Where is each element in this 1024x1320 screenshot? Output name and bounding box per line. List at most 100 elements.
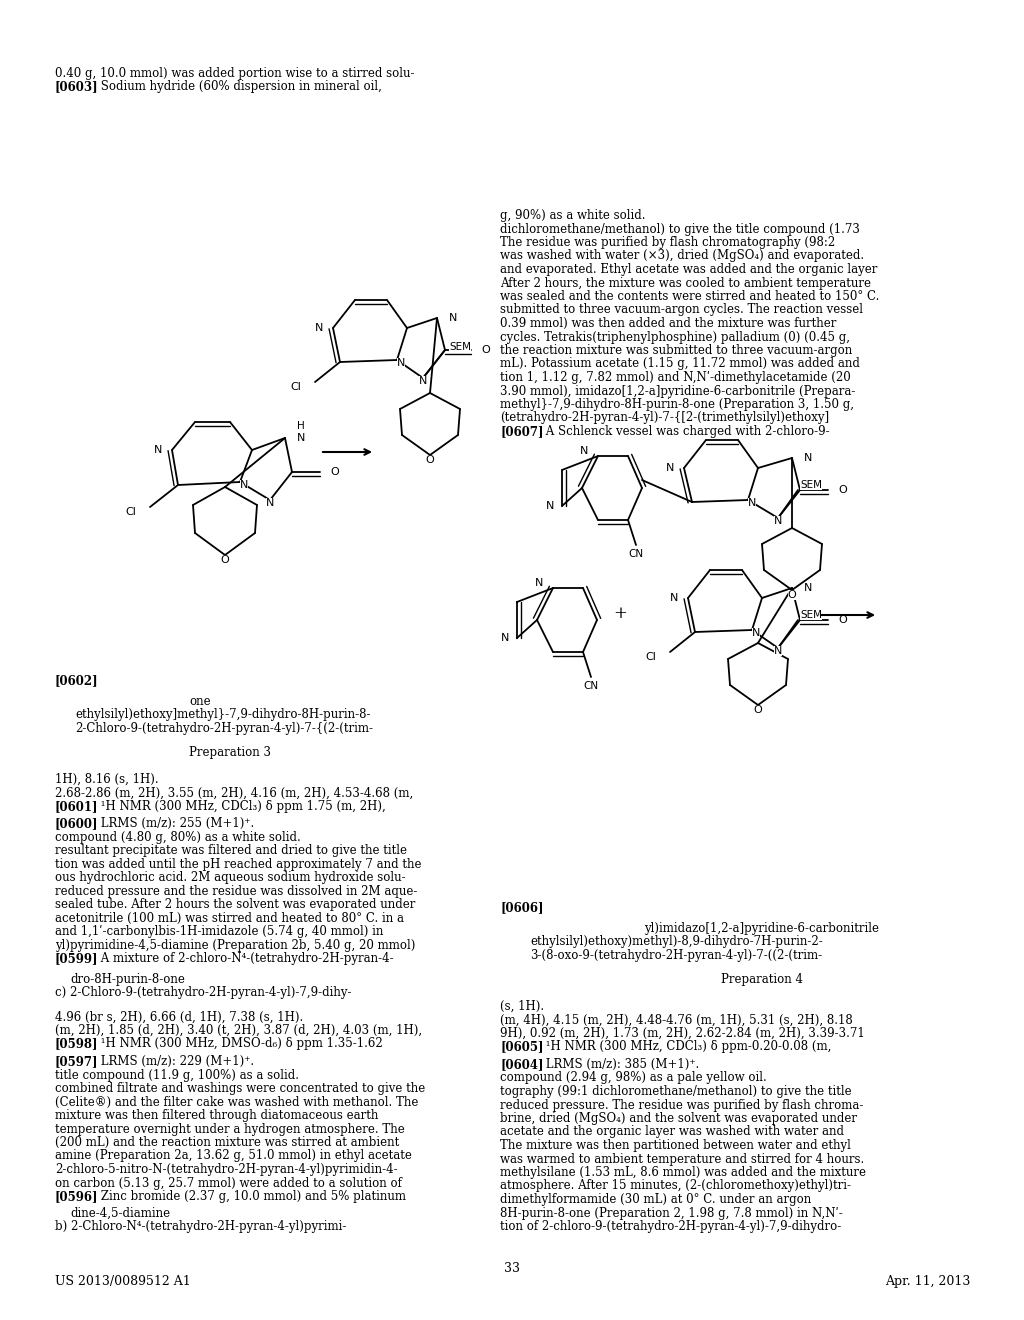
Text: N: N [774, 645, 782, 656]
Text: [0603]: [0603] [55, 81, 98, 92]
Text: After 2 hours, the mixture was cooled to ambient temperature: After 2 hours, the mixture was cooled to… [500, 276, 871, 289]
Text: and 1,1ʹ-carbonylbis-1H-imidazole (5.74 g, 40 mmol) in: and 1,1ʹ-carbonylbis-1H-imidazole (5.74 … [55, 925, 383, 939]
Text: ethylsilyl)ethoxy)methyl)-8,9-dihydro-7H-purin-2-: ethylsilyl)ethoxy)methyl)-8,9-dihydro-7H… [530, 935, 822, 948]
Text: O: O [838, 484, 847, 495]
Text: acetonitrile (100 mL) was stirred and heated to 80° C. in a: acetonitrile (100 mL) was stirred and he… [55, 912, 404, 925]
Text: H: H [297, 421, 305, 432]
Text: methyl}-7,9-dihydro-8H-purin-8-one (Preparation 3, 1.50 g,: methyl}-7,9-dihydro-8H-purin-8-one (Prep… [500, 399, 854, 411]
Text: tion was added until the pH reached approximately 7 and the: tion was added until the pH reached appr… [55, 858, 422, 871]
Text: (m, 4H), 4.15 (m, 2H), 4.48-4.76 (m, 1H), 5.31 (s, 2H), 8.18: (m, 4H), 4.15 (m, 2H), 4.48-4.76 (m, 1H)… [500, 1014, 853, 1027]
Text: dine-4,5-diamine: dine-4,5-diamine [70, 1206, 170, 1220]
Text: 0.39 mmol) was then added and the mixture was further: 0.39 mmol) was then added and the mixtur… [500, 317, 837, 330]
Text: N: N [154, 445, 162, 455]
Text: O: O [426, 455, 434, 465]
Text: tion of 2-chloro-9-(tetrahydro-2H-pyran-4-yl)-7,9-dihydro-: tion of 2-chloro-9-(tetrahydro-2H-pyran-… [500, 1220, 842, 1233]
Text: title compound (11.9 g, 100%) as a solid.: title compound (11.9 g, 100%) as a solid… [55, 1068, 299, 1081]
Text: combined filtrate and washings were concentrated to give the: combined filtrate and washings were conc… [55, 1082, 425, 1096]
Text: c) 2-Chloro-9-(tetrahydro-2H-pyran-4-yl)-7,9-dihy-: c) 2-Chloro-9-(tetrahydro-2H-pyran-4-yl)… [55, 986, 351, 999]
Text: N: N [535, 578, 543, 587]
Text: [0596]: [0596] [55, 1191, 98, 1203]
Text: LRMS (m/z): 385 (M+1)⁺.: LRMS (m/z): 385 (M+1)⁺. [542, 1059, 699, 1071]
Text: on carbon (5.13 g, 25.7 mmol) were added to a solution of: on carbon (5.13 g, 25.7 mmol) were added… [55, 1176, 401, 1189]
Text: N: N [501, 634, 509, 643]
Text: yl)imidazo[1,2-a]pyridine-6-carbonitrile: yl)imidazo[1,2-a]pyridine-6-carbonitrile [644, 921, 880, 935]
Text: 2.68-2.86 (m, 2H), 3.55 (m, 2H), 4.16 (m, 2H), 4.53-4.68 (m,: 2.68-2.86 (m, 2H), 3.55 (m, 2H), 4.16 (m… [55, 787, 414, 800]
Text: O: O [838, 615, 847, 624]
Text: dro-8H-purin-8-one: dro-8H-purin-8-one [70, 973, 185, 986]
Text: 2-chloro-5-nitro-N-(tetrahydro-2H-pyran-4-yl)pyrimidin-4-: 2-chloro-5-nitro-N-(tetrahydro-2H-pyran-… [55, 1163, 397, 1176]
Text: ous hydrochloric acid. 2M aqueous sodium hydroxide solu-: ous hydrochloric acid. 2M aqueous sodium… [55, 871, 406, 884]
Text: [0601]: [0601] [55, 800, 98, 813]
Text: and evaporated. Ethyl acetate was added and the organic layer: and evaporated. Ethyl acetate was added … [500, 263, 878, 276]
Text: 8H-purin-8-one (Preparation 2, 1.98 g, 7.8 mmol) in N,Nʹ-: 8H-purin-8-one (Preparation 2, 1.98 g, 7… [500, 1206, 843, 1220]
Text: g, 90%) as a white solid.: g, 90%) as a white solid. [500, 209, 645, 222]
Text: resultant precipitate was filtered and dried to give the title: resultant precipitate was filtered and d… [55, 845, 407, 858]
Text: 1H), 8.16 (s, 1H).: 1H), 8.16 (s, 1H). [55, 772, 159, 785]
Text: SEM: SEM [800, 610, 822, 620]
Text: compound (4.80 g, 80%) as a white solid.: compound (4.80 g, 80%) as a white solid. [55, 830, 301, 843]
Text: b) 2-Chloro-N⁴-(tetrahydro-2H-pyran-4-yl)pyrimi-: b) 2-Chloro-N⁴-(tetrahydro-2H-pyran-4-yl… [55, 1220, 346, 1233]
Text: SEM: SEM [449, 342, 471, 352]
Text: [0607]: [0607] [500, 425, 544, 438]
Text: compound (2.94 g, 98%) as a pale yellow oil.: compound (2.94 g, 98%) as a pale yellow … [500, 1072, 767, 1085]
Text: 2-Chloro-9-(tetrahydro-2H-pyran-4-yl)-7-{(2-(trim-: 2-Chloro-9-(tetrahydro-2H-pyran-4-yl)-7-… [75, 722, 373, 734]
Text: [0605]: [0605] [500, 1040, 544, 1053]
Text: N: N [666, 463, 674, 473]
Text: cycles. Tetrakis(triphenylphosphine) palladium (0) (0.45 g,: cycles. Tetrakis(triphenylphosphine) pal… [500, 330, 850, 343]
Text: The residue was purified by flash chromatography (98:2: The residue was purified by flash chroma… [500, 236, 836, 249]
Text: N: N [580, 446, 588, 455]
Text: [0606]: [0606] [500, 902, 544, 915]
Text: 4.96 (br s, 2H), 6.66 (d, 1H), 7.38 (s, 1H).: 4.96 (br s, 2H), 6.66 (d, 1H), 7.38 (s, … [55, 1010, 303, 1023]
Text: N: N [748, 498, 757, 508]
Text: amine (Preparation 2a, 13.62 g, 51.0 mmol) in ethyl acetate: amine (Preparation 2a, 13.62 g, 51.0 mmo… [55, 1150, 412, 1163]
Text: the reaction mixture was submitted to three vacuum-argon: the reaction mixture was submitted to th… [500, 345, 852, 356]
Text: [0602]: [0602] [55, 675, 98, 688]
Text: The mixture was then partitioned between water and ethyl: The mixture was then partitioned between… [500, 1139, 851, 1152]
Text: US 2013/0089512 A1: US 2013/0089512 A1 [55, 1275, 190, 1288]
Text: tography (99:1 dichloromethane/methanol) to give the title: tography (99:1 dichloromethane/methanol)… [500, 1085, 852, 1098]
Text: tion 1, 1.12 g, 7.82 mmol) and N,Nʹ-dimethylacetamide (20: tion 1, 1.12 g, 7.82 mmol) and N,Nʹ-dime… [500, 371, 851, 384]
Text: ¹H NMR (300 MHz, DMSO-d₆) δ ppm 1.35-1.62: ¹H NMR (300 MHz, DMSO-d₆) δ ppm 1.35-1.6… [97, 1038, 383, 1051]
Text: temperature overnight under a hydrogen atmosphere. The: temperature overnight under a hydrogen a… [55, 1122, 404, 1135]
Text: was washed with water (×3), dried (MgSO₄) and evaporated.: was washed with water (×3), dried (MgSO₄… [500, 249, 864, 263]
Text: O: O [787, 590, 797, 601]
Text: Cl: Cl [290, 381, 301, 392]
Text: Cl: Cl [645, 652, 656, 663]
Text: Cl: Cl [125, 507, 136, 517]
Text: N: N [297, 433, 305, 444]
Text: O: O [481, 345, 489, 355]
Text: atmosphere. After 15 minutes, (2-(chloromethoxy)ethyl)tri-: atmosphere. After 15 minutes, (2-(chloro… [500, 1180, 851, 1192]
Text: [0598]: [0598] [55, 1038, 98, 1051]
Text: 0.40 g, 10.0 mmol) was added portion wise to a stirred solu-: 0.40 g, 10.0 mmol) was added portion wis… [55, 66, 415, 79]
Text: ethylsilyl)ethoxy]methyl}-7,9-dihydro-8H-purin-8-: ethylsilyl)ethoxy]methyl}-7,9-dihydro-8H… [75, 708, 371, 721]
Text: ¹H NMR (300 MHz, CDCl₃) δ ppm 1.75 (m, 2H),: ¹H NMR (300 MHz, CDCl₃) δ ppm 1.75 (m, 2… [97, 800, 386, 813]
Text: one: one [189, 694, 211, 708]
Text: N: N [419, 376, 427, 385]
Text: reduced pressure. The residue was purified by flash chroma-: reduced pressure. The residue was purifi… [500, 1098, 863, 1111]
Text: O: O [220, 554, 229, 565]
Text: Apr. 11, 2013: Apr. 11, 2013 [885, 1275, 970, 1288]
Text: N: N [449, 313, 458, 323]
Text: LRMS (m/z): 229 (M+1)⁺.: LRMS (m/z): 229 (M+1)⁺. [97, 1055, 254, 1068]
Text: (s, 1H).: (s, 1H). [500, 1001, 544, 1012]
Text: (m, 2H), 1.85 (d, 2H), 3.40 (t, 2H), 3.87 (d, 2H), 4.03 (m, 1H),: (m, 2H), 1.85 (d, 2H), 3.40 (t, 2H), 3.8… [55, 1024, 422, 1038]
Text: 33: 33 [504, 1262, 520, 1275]
Text: sealed tube. After 2 hours the solvent was evaporated under: sealed tube. After 2 hours the solvent w… [55, 899, 416, 911]
Text: N: N [804, 453, 812, 463]
Text: A Schlenck vessel was charged with 2-chloro-9-: A Schlenck vessel was charged with 2-chl… [542, 425, 829, 438]
Text: [0600]: [0600] [55, 817, 98, 830]
Text: Zinc bromide (2.37 g, 10.0 mmol) and 5% platinum: Zinc bromide (2.37 g, 10.0 mmol) and 5% … [97, 1191, 406, 1203]
Text: N: N [240, 480, 249, 490]
Text: N: N [266, 498, 274, 508]
Text: (200 mL) and the reaction mixture was stirred at ambient: (200 mL) and the reaction mixture was st… [55, 1137, 399, 1148]
Text: Preparation 4: Preparation 4 [721, 973, 803, 986]
Text: CN: CN [629, 549, 643, 558]
Text: methylsilane (1.53 mL, 8.6 mmol) was added and the mixture: methylsilane (1.53 mL, 8.6 mmol) was add… [500, 1166, 866, 1179]
Text: +: + [613, 606, 627, 623]
Text: dichloromethane/methanol) to give the title compound (1.73: dichloromethane/methanol) to give the ti… [500, 223, 860, 235]
Text: O: O [754, 705, 763, 715]
Text: was warmed to ambient temperature and stirred for 4 hours.: was warmed to ambient temperature and st… [500, 1152, 864, 1166]
Text: Preparation 3: Preparation 3 [189, 746, 271, 759]
Text: N: N [314, 323, 323, 333]
Text: (Celite®) and the filter cake was washed with methanol. The: (Celite®) and the filter cake was washed… [55, 1096, 419, 1109]
